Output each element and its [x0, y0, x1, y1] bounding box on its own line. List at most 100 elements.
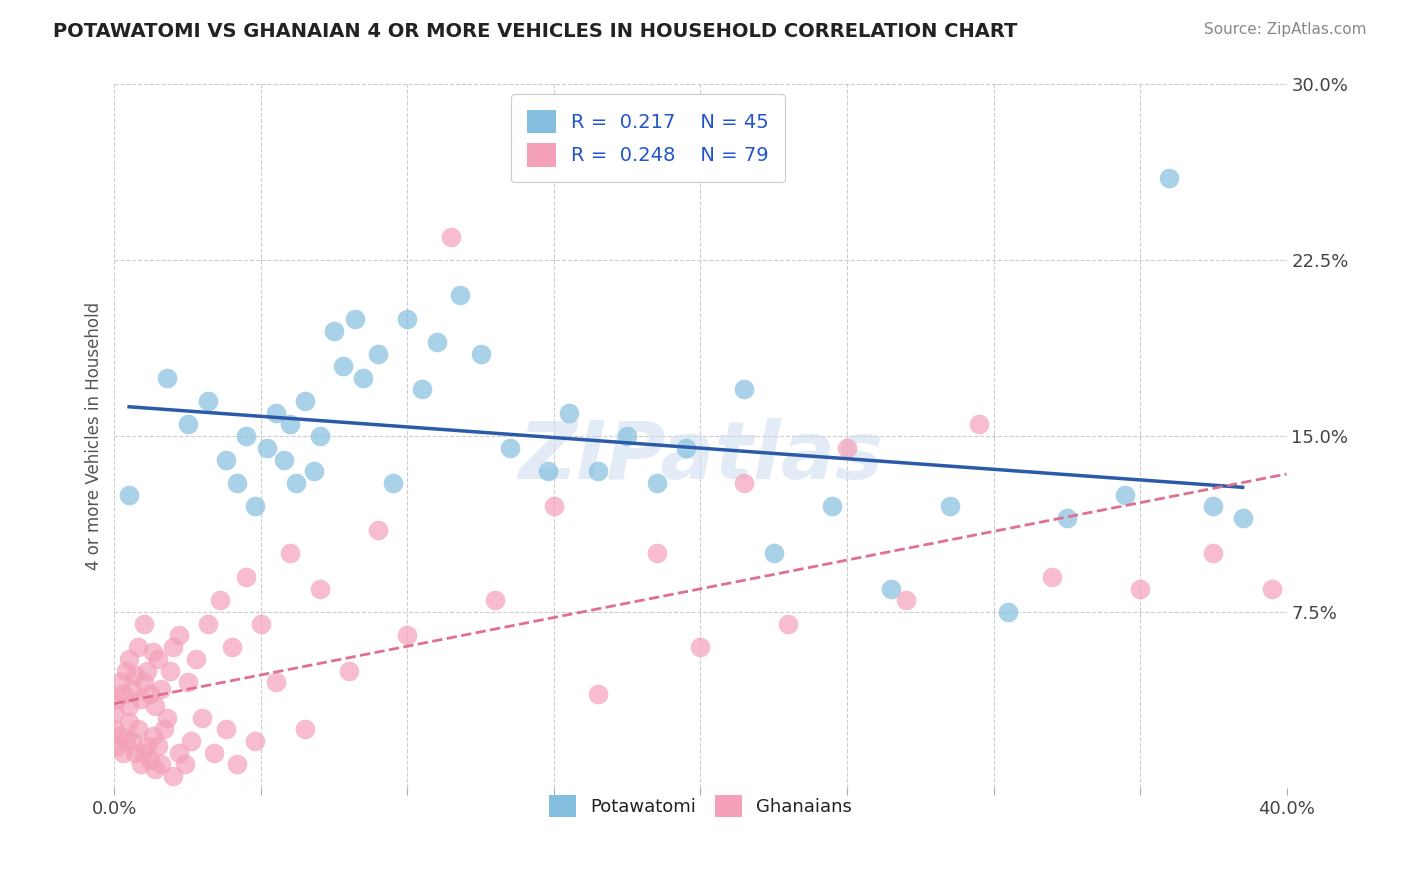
Point: [235, 570, 257, 584]
Point: [256, 441, 278, 455]
Point: [215, 452, 238, 467]
Point: [127, 640, 149, 655]
Point: [264, 406, 287, 420]
Point: [115, 664, 138, 678]
Point: [1040, 570, 1063, 584]
Point: [226, 476, 249, 491]
Point: [145, 698, 167, 713]
Point: [243, 734, 266, 748]
Point: [880, 582, 903, 596]
Point: [173, 757, 195, 772]
Point: [762, 546, 785, 560]
Point: [285, 476, 308, 491]
Point: [124, 746, 146, 760]
Point: [180, 734, 202, 748]
Point: [162, 769, 184, 783]
Point: [110, 729, 132, 743]
Point: [733, 382, 755, 396]
Point: [145, 762, 167, 776]
Point: [381, 476, 404, 491]
Point: [302, 464, 325, 478]
Point: [308, 429, 330, 443]
Point: [148, 739, 170, 753]
Point: [191, 710, 214, 724]
Point: [440, 230, 463, 244]
Point: [1129, 582, 1152, 596]
Point: [353, 370, 375, 384]
Point: [235, 429, 257, 443]
Point: [675, 441, 697, 455]
Point: [645, 546, 668, 560]
Point: [1202, 546, 1225, 560]
Point: [586, 464, 609, 478]
Text: Source: ZipAtlas.com: Source: ZipAtlas.com: [1204, 22, 1367, 37]
Point: [135, 664, 157, 678]
Point: [332, 359, 354, 373]
Point: [273, 452, 295, 467]
Point: [167, 746, 190, 760]
Point: [411, 382, 433, 396]
Point: [835, 441, 858, 455]
Point: [645, 476, 668, 491]
Point: [129, 691, 152, 706]
Point: [484, 593, 506, 607]
Point: [156, 370, 179, 384]
Point: [499, 441, 522, 455]
Point: [733, 476, 755, 491]
Point: [278, 546, 301, 560]
Point: [1232, 511, 1254, 525]
Point: [243, 500, 266, 514]
Point: [103, 723, 125, 737]
Point: [1114, 488, 1136, 502]
Point: [176, 417, 198, 432]
Point: [176, 675, 198, 690]
Point: [367, 347, 389, 361]
Point: [343, 312, 366, 326]
Point: [105, 739, 128, 753]
Point: [1159, 171, 1181, 186]
Point: [121, 682, 143, 697]
Point: [159, 664, 181, 678]
Point: [138, 687, 160, 701]
Point: [156, 710, 179, 724]
Point: [118, 698, 141, 713]
Point: [112, 687, 135, 701]
Point: [278, 417, 301, 432]
Point: [264, 675, 287, 690]
Point: [132, 675, 155, 690]
Point: [110, 675, 132, 690]
Point: [221, 640, 243, 655]
Point: [121, 734, 143, 748]
Y-axis label: 4 or more Vehicles in Household: 4 or more Vehicles in Household: [86, 302, 103, 570]
Point: [215, 723, 238, 737]
Point: [894, 593, 917, 607]
Point: [294, 723, 316, 737]
Point: [470, 347, 492, 361]
Point: [141, 729, 163, 743]
Point: [967, 417, 990, 432]
Point: [103, 706, 125, 720]
Point: [197, 394, 219, 409]
Point: [616, 429, 638, 443]
Point: [586, 687, 609, 701]
Point: [997, 605, 1019, 619]
Point: [226, 757, 249, 772]
Point: [543, 500, 565, 514]
Point: [141, 645, 163, 659]
Point: [115, 734, 138, 748]
Text: POTAWATOMI VS GHANAIAN 4 OR MORE VEHICLES IN HOUSEHOLD CORRELATION CHART: POTAWATOMI VS GHANAIAN 4 OR MORE VEHICLE…: [53, 22, 1018, 41]
Point: [118, 652, 141, 666]
Point: [778, 616, 800, 631]
Point: [105, 691, 128, 706]
Point: [537, 464, 560, 478]
Point: [150, 757, 173, 772]
Point: [323, 324, 346, 338]
Text: ZIPatlas: ZIPatlas: [517, 418, 883, 496]
Point: [197, 616, 219, 631]
Point: [118, 488, 141, 502]
Point: [118, 715, 141, 730]
Point: [396, 312, 419, 326]
Point: [426, 335, 449, 350]
Point: [367, 523, 389, 537]
Point: [449, 288, 471, 302]
